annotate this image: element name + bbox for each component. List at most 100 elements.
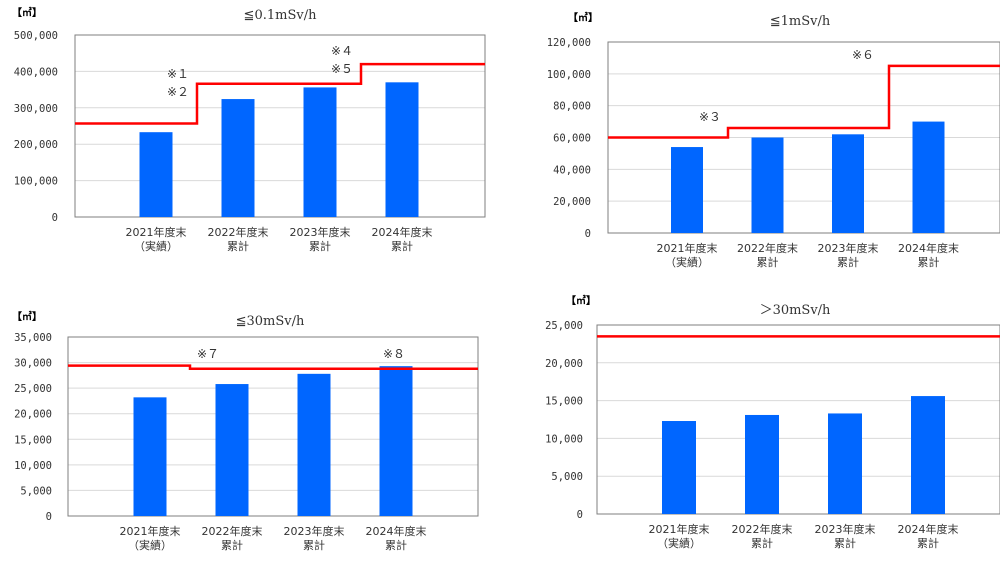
bar bbox=[139, 132, 173, 217]
y-tick-label: 400,000 bbox=[14, 66, 58, 78]
y-tick-label: 40,000 bbox=[553, 164, 591, 176]
annotation-note: ※８ bbox=[383, 347, 405, 361]
x-tick-label: 2023年度末 bbox=[284, 524, 345, 538]
y-tick-label: 10,000 bbox=[545, 433, 583, 445]
bar bbox=[662, 421, 696, 514]
y-tick-label: 120,000 bbox=[547, 37, 591, 49]
chart-panel-3: 0 5,000 10,000 15,000 20,000 25,000 30,000 35,0… bbox=[12, 310, 479, 552]
bar bbox=[828, 413, 862, 514]
y-tick-label: 10,000 bbox=[14, 460, 52, 472]
bar bbox=[379, 366, 413, 516]
limit-line bbox=[608, 64, 1000, 139]
plot-area bbox=[596, 324, 1000, 515]
bar bbox=[221, 99, 255, 217]
y-tick-label: 200,000 bbox=[14, 139, 58, 151]
y-tick-label: 60,000 bbox=[553, 133, 591, 145]
chart-panel-4: 0 5,000 10,000 15,000 20,000 25,000 2021年度末（実績… bbox=[545, 294, 1000, 550]
y-tick-label: 25,000 bbox=[14, 383, 52, 395]
annotation-note: ※５ bbox=[331, 62, 353, 76]
y-tick-label: 15,000 bbox=[14, 434, 52, 446]
x-tick-label: 2024年度末 bbox=[366, 524, 427, 538]
x-tick-label: 2024年度末 bbox=[372, 225, 433, 239]
annotation-note: ※６ bbox=[852, 48, 874, 62]
annotation-note: ※７ bbox=[197, 347, 219, 361]
bar bbox=[671, 147, 703, 233]
x-tick-label: 2024年度末 bbox=[898, 522, 959, 536]
limit-line bbox=[75, 62, 485, 125]
x-tick-label: 累計 bbox=[837, 255, 859, 269]
y-tick-label: 20,000 bbox=[553, 196, 591, 208]
x-tick-label: 2021年度末 bbox=[120, 524, 181, 538]
bar bbox=[751, 137, 784, 233]
x-tick-label: 2021年度末 bbox=[126, 225, 187, 239]
bar bbox=[912, 121, 945, 233]
bar bbox=[832, 134, 864, 233]
bar bbox=[215, 384, 249, 516]
chart-title: ≦30mSv/h bbox=[236, 314, 305, 329]
x-tick-label: 2023年度末 bbox=[818, 241, 879, 255]
unit-label: 【㎥】 bbox=[566, 294, 596, 307]
x-tick-label: 累計 bbox=[834, 536, 856, 550]
x-tick-label: 累計 bbox=[385, 538, 407, 552]
y-tick-label: 30,000 bbox=[14, 358, 52, 370]
annotation-note: ※４ bbox=[331, 44, 353, 58]
y-tick-label: 25,000 bbox=[545, 320, 583, 332]
y-tick-label: 5,000 bbox=[551, 471, 583, 483]
bar bbox=[911, 396, 945, 514]
bar bbox=[303, 87, 337, 217]
y-tick-label: 300,000 bbox=[14, 103, 58, 115]
y-tick-label: 5,000 bbox=[20, 485, 52, 497]
y-tick-label: 100,000 bbox=[14, 176, 58, 188]
x-tick-label: 累計 bbox=[303, 538, 325, 552]
bar bbox=[133, 397, 167, 516]
chart-panel-1: 0 100,000 200,000 300,000 400,000 500,000 2021… bbox=[12, 6, 486, 253]
y-tick-label: 20,000 bbox=[14, 409, 52, 421]
limit-line bbox=[68, 364, 478, 370]
y-tick-label: 35,000 bbox=[14, 332, 52, 344]
x-tick-label: 累計 bbox=[918, 255, 940, 269]
annotation-note: ※３ bbox=[699, 110, 721, 124]
plot-area bbox=[74, 34, 486, 218]
chart-title: ≦1mSv/h bbox=[770, 14, 831, 29]
x-tick-label: 2022年度末 bbox=[208, 225, 269, 239]
annotation-note: ※２ bbox=[167, 85, 189, 99]
y-tick-label: 20,000 bbox=[545, 358, 583, 370]
x-tick-label: （実績） bbox=[665, 255, 709, 269]
x-tick-label: 2023年度末 bbox=[290, 225, 351, 239]
chart-title: ＞30mSv/h bbox=[760, 303, 831, 318]
x-tick-label: 2022年度末 bbox=[737, 241, 798, 255]
y-tick-label: 100,000 bbox=[547, 69, 591, 81]
bar bbox=[297, 373, 331, 516]
plot-area bbox=[67, 336, 479, 517]
x-tick-label: 累計 bbox=[227, 239, 249, 253]
x-tick-label: 2024年度末 bbox=[898, 241, 959, 255]
x-tick-label: （実績） bbox=[128, 538, 172, 552]
x-tick-label: （実績） bbox=[657, 536, 701, 550]
x-tick-label: 2022年度末 bbox=[202, 524, 263, 538]
x-tick-label: 累計 bbox=[757, 255, 779, 269]
y-tick-label: 15,000 bbox=[545, 396, 583, 408]
x-tick-label: 2022年度末 bbox=[732, 522, 793, 536]
chart-title: ≦0.1mSv/h bbox=[244, 8, 318, 23]
y-tick-label: 0 bbox=[585, 228, 591, 240]
y-tick-label: 80,000 bbox=[553, 101, 591, 113]
y-tick-label: 0 bbox=[52, 212, 58, 224]
x-tick-label: 2021年度末 bbox=[649, 522, 710, 536]
x-tick-label: 累計 bbox=[751, 536, 773, 550]
x-tick-label: 2021年度末 bbox=[657, 241, 718, 255]
annotation-note: ※１ bbox=[167, 67, 189, 81]
bar bbox=[385, 82, 419, 217]
x-tick-label: 累計 bbox=[391, 239, 413, 253]
y-tick-label: 500,000 bbox=[14, 30, 58, 42]
unit-label: 【㎥】 bbox=[12, 310, 42, 323]
x-tick-label: 累計 bbox=[309, 239, 331, 253]
bar bbox=[745, 414, 779, 514]
x-tick-label: 累計 bbox=[221, 538, 243, 552]
x-tick-label: 累計 bbox=[917, 536, 939, 550]
unit-label: 【㎥】 bbox=[568, 11, 598, 24]
unit-label: 【㎥】 bbox=[12, 6, 42, 19]
y-tick-label: 0 bbox=[577, 509, 583, 521]
x-tick-label: 2023年度末 bbox=[815, 522, 876, 536]
y-tick-label: 0 bbox=[46, 511, 52, 523]
